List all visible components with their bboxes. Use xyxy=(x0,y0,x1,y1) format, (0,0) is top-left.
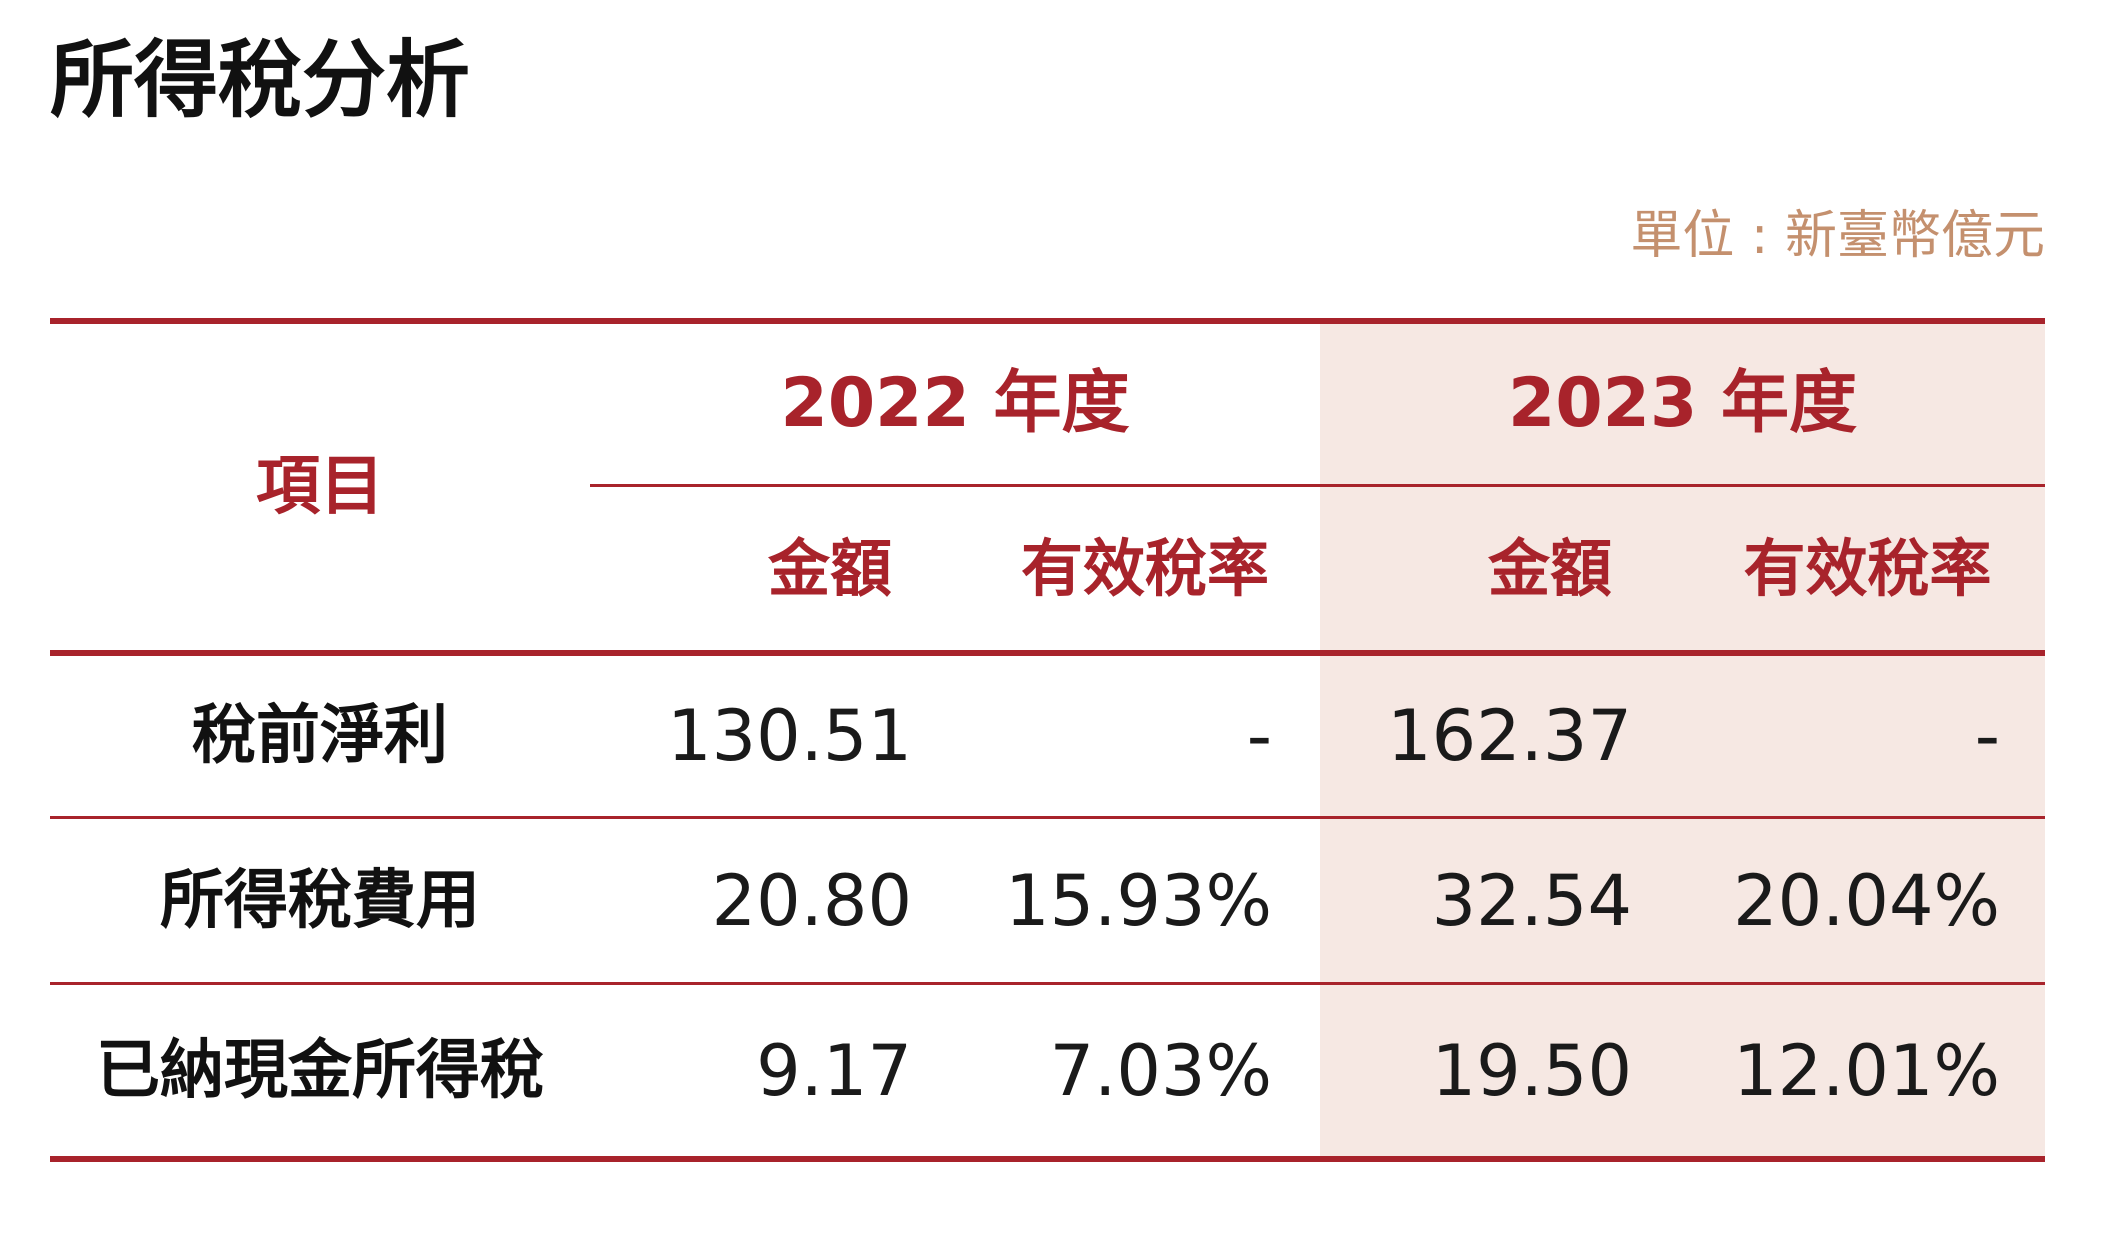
row-label-income-tax-expense: 所得稅費用 xyxy=(160,863,480,938)
amount-header-2022: 金額 xyxy=(767,531,892,605)
rate-header-2023: 有效稅率 xyxy=(1743,531,1992,605)
rate-2022-cell: 15.93% xyxy=(1005,859,1272,942)
rate-header-2022: 有效稅率 xyxy=(1020,531,1269,605)
table-top-rule xyxy=(50,318,2045,324)
header-bottom-rule xyxy=(50,650,2045,656)
year-header-rule xyxy=(590,484,2045,487)
row-divider xyxy=(50,982,2045,985)
amount-2023-cell: 19.50 xyxy=(1431,1029,1632,1112)
rate-2022-cell: - xyxy=(1246,695,1272,777)
amount-2022-cell: 9.17 xyxy=(756,1029,912,1112)
amount-2023-cell: 32.54 xyxy=(1431,859,1632,942)
row-label-cash-tax-paid: 已納現金所得稅 xyxy=(96,1033,544,1108)
income-tax-table: 項目 2022 年度 2023 年度 金額 有效稅率 金額 有效稅率 稅前淨利 … xyxy=(50,318,2045,1168)
year-header-2022: 2022 年度 xyxy=(780,364,1130,443)
item-column-header: 項目 xyxy=(256,450,384,524)
amount-2023-cell: 162.37 xyxy=(1387,695,1632,777)
table-bottom-rule xyxy=(50,1156,2045,1162)
amount-2022-cell: 130.51 xyxy=(667,695,912,777)
row-label-pretax-income: 稅前淨利 xyxy=(192,699,448,773)
row-divider xyxy=(50,816,2045,819)
year-header-2023: 2023 年度 xyxy=(1508,364,1857,443)
highlight-column-2023 xyxy=(1320,324,2045,1161)
unit-note: 單位 : 新臺幣億元 xyxy=(1630,206,2045,266)
rate-2023-cell: 20.04% xyxy=(1733,859,2000,942)
rate-2023-cell: - xyxy=(1974,695,2000,777)
amount-2022-cell: 20.80 xyxy=(711,859,912,942)
rate-2022-cell: 7.03% xyxy=(1049,1029,1272,1112)
amount-header-2023: 金額 xyxy=(1487,531,1612,605)
page-title: 所得稅分析 xyxy=(50,31,471,129)
rate-2023-cell: 12.01% xyxy=(1733,1029,2000,1112)
